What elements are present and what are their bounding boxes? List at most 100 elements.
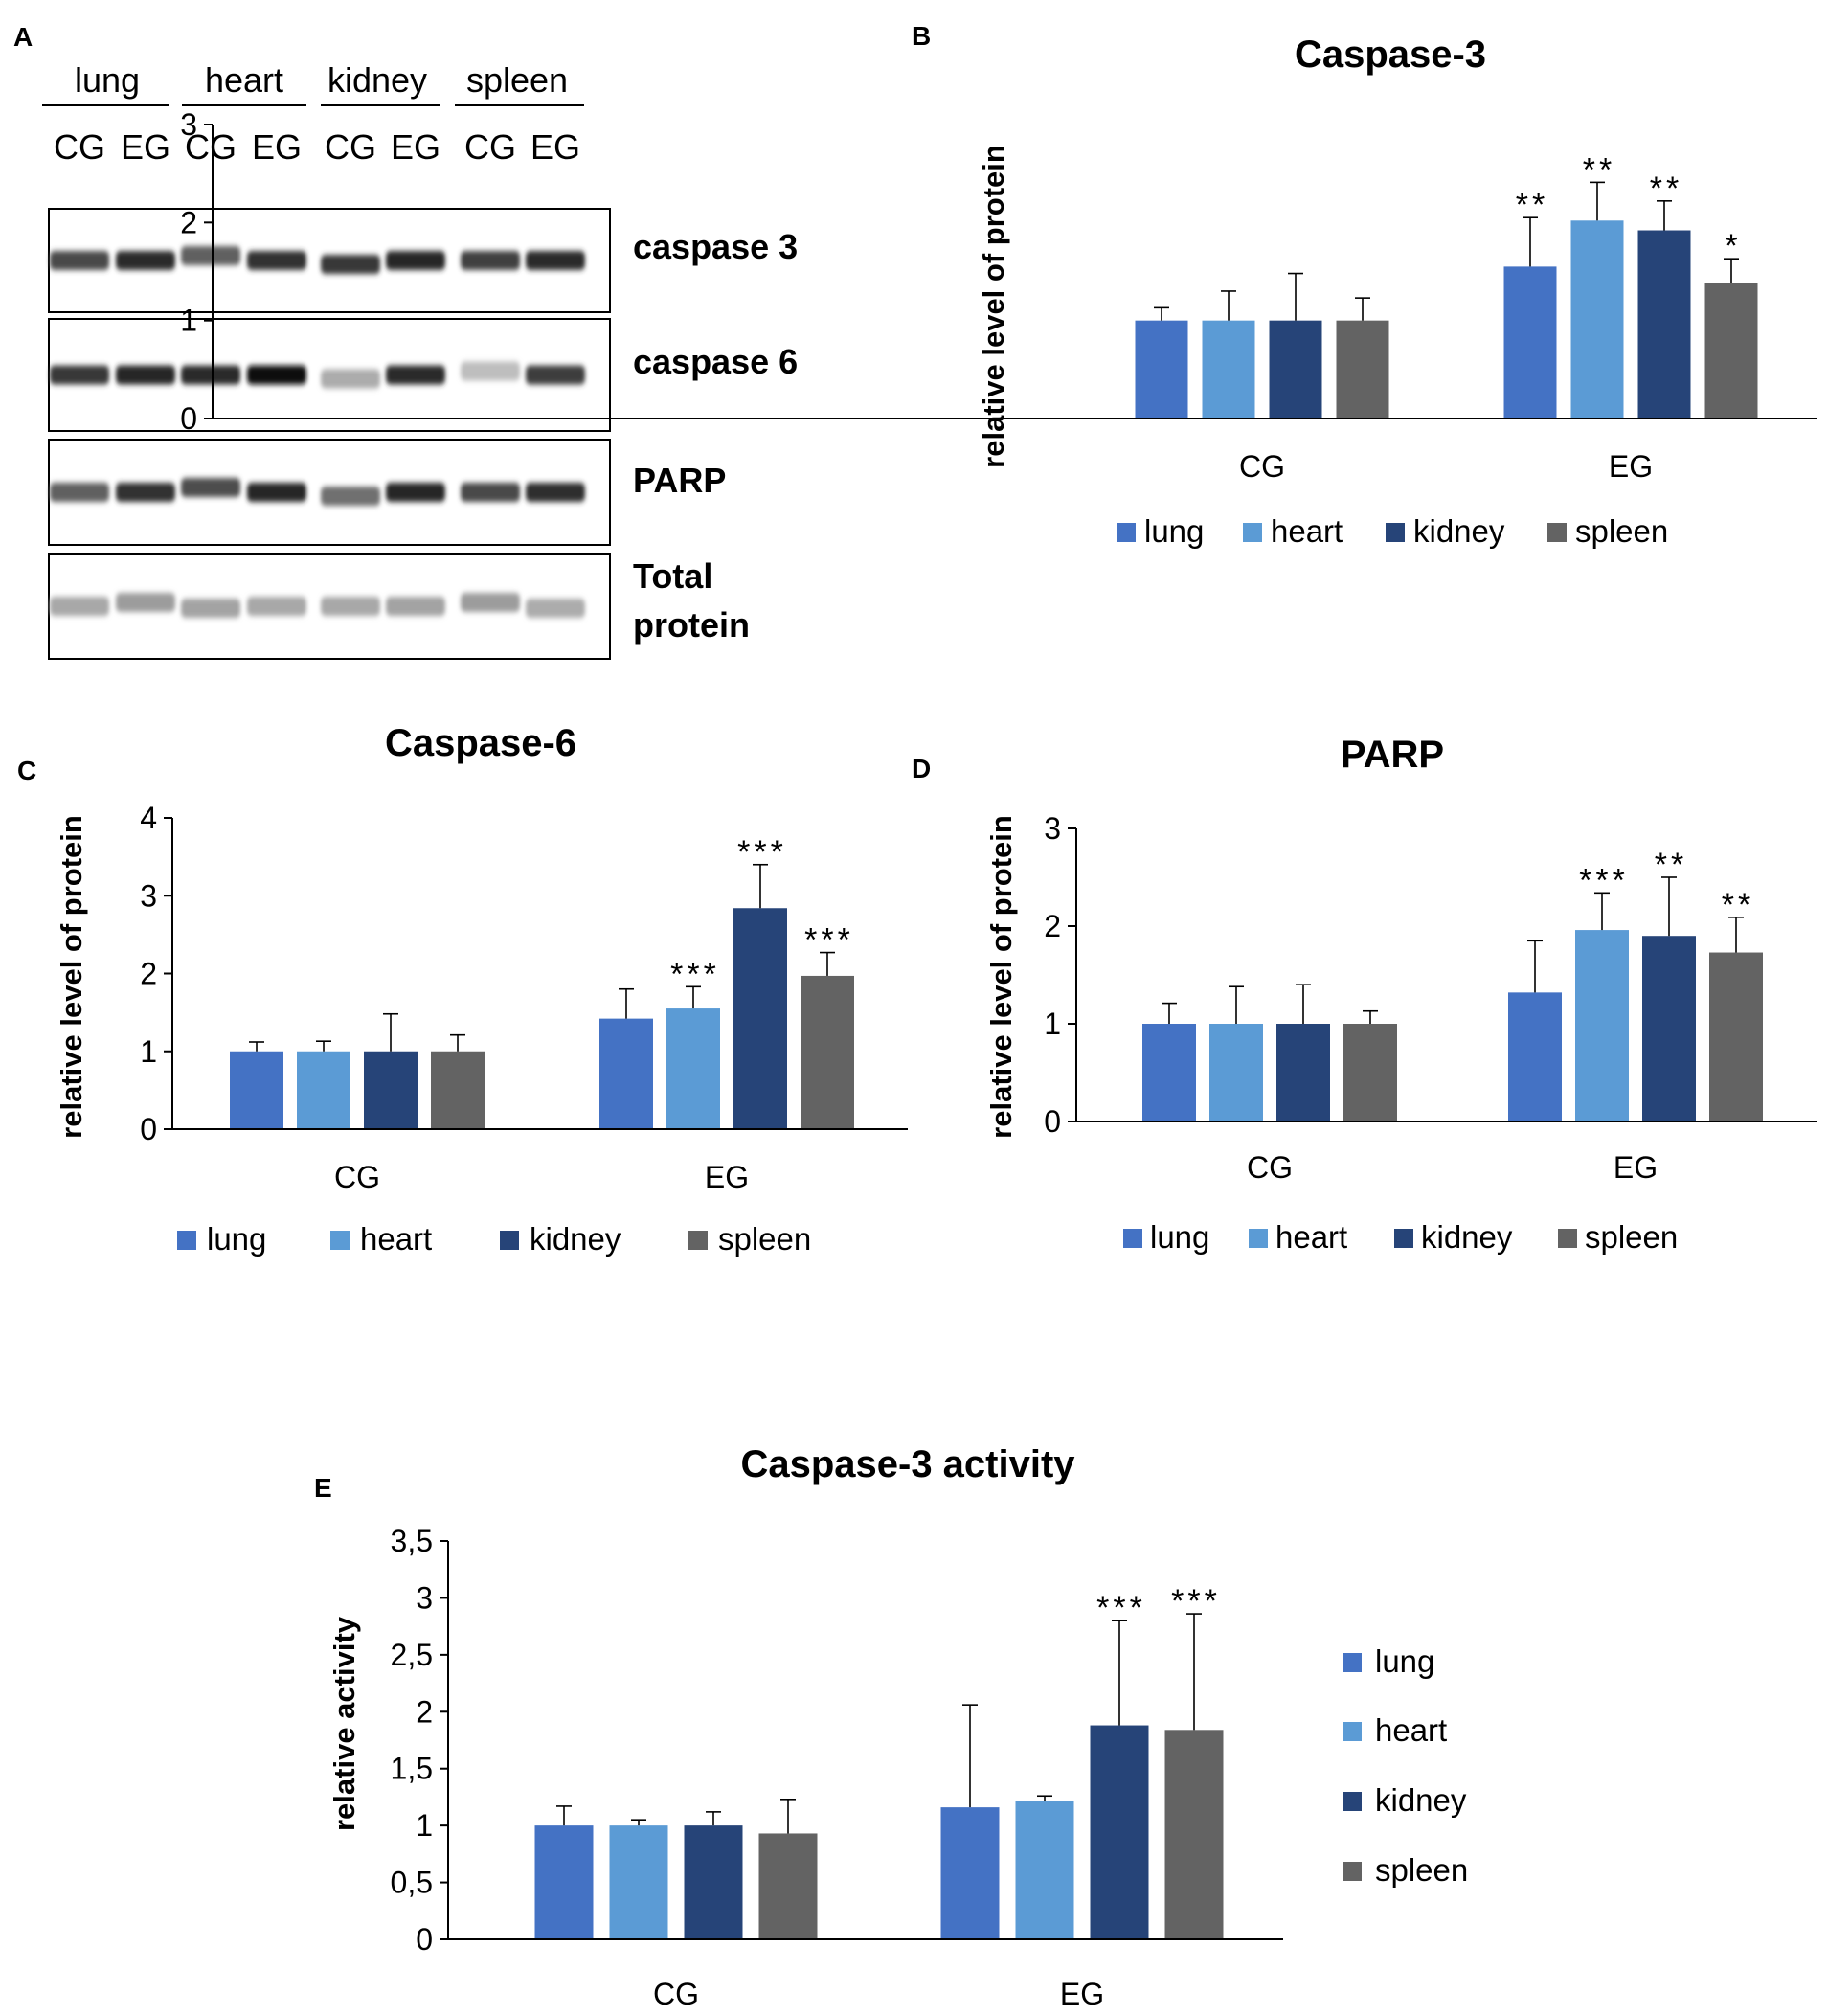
- y-tick-label: 1: [416, 1808, 433, 1843]
- y-tick-label: 1: [180, 304, 197, 338]
- legend-label-heart: heart: [360, 1221, 432, 1257]
- blot-tissue-label: heart: [205, 60, 283, 100]
- bar-heart-CG: [1202, 320, 1255, 419]
- blot-band: [461, 361, 520, 381]
- bar-kidney-EG: [1090, 1725, 1149, 1939]
- legend-swatch-lung: [1343, 1653, 1362, 1672]
- legend-swatch-spleen: [1547, 523, 1567, 542]
- blot-band: [526, 599, 585, 618]
- bar-lung-CG: [1135, 320, 1188, 419]
- legend-swatch-lung: [177, 1231, 196, 1250]
- blot-row-label: caspase 6: [633, 342, 798, 381]
- bar-lung-CG: [230, 1051, 283, 1129]
- legend-swatch-heart: [330, 1231, 350, 1250]
- blot-band: [181, 478, 240, 497]
- bar-spleen-CG: [431, 1051, 485, 1129]
- legend-label-lung: lung: [1144, 513, 1204, 549]
- panel-letter: E: [314, 1473, 332, 1503]
- legend-swatch-spleen: [1558, 1229, 1577, 1248]
- legend-label-spleen: spleen: [1585, 1219, 1678, 1255]
- y-tick-label: 3: [1044, 811, 1061, 846]
- blot-band: [116, 365, 175, 385]
- blot-group-label: EG: [252, 127, 302, 167]
- legend-label-spleen: spleen: [718, 1221, 811, 1257]
- blot-band: [50, 483, 109, 502]
- bar-kidney-CG: [1276, 1024, 1330, 1121]
- bar-kidney-CG: [684, 1825, 743, 1939]
- bar-heart-CG: [297, 1051, 350, 1129]
- y-axis-label: relative activity: [327, 1616, 361, 1831]
- y-tick-label: 3,5: [391, 1524, 433, 1558]
- blot-band: [181, 246, 240, 265]
- significance-label: **: [1655, 847, 1687, 883]
- x-category-label: EG: [705, 1160, 749, 1194]
- blot-row-label-line: Total: [633, 556, 712, 596]
- chart-title: Caspase-6: [385, 722, 576, 764]
- blot-group-label: CG: [185, 127, 237, 167]
- blot-tissue-label: spleen: [466, 60, 568, 100]
- significance-label: ***: [670, 956, 720, 992]
- y-tick-label: 0: [416, 1922, 433, 1957]
- legend-swatch-heart: [1343, 1722, 1362, 1741]
- legend-swatch-lung: [1117, 523, 1136, 542]
- bar-spleen-EG: [1709, 952, 1763, 1121]
- x-category-label: EG: [1609, 449, 1653, 484]
- bar-heart-EG: [1570, 220, 1624, 419]
- blot-row-label-line: caspase 6: [633, 342, 798, 381]
- x-category-label: CG: [653, 1977, 699, 2011]
- blot-band: [116, 593, 175, 612]
- caspase3-activity-chart: E Caspase-3 activity relative activity 0 0,5…: [314, 1443, 1468, 2011]
- legend-swatch-kidney: [500, 1231, 519, 1250]
- bar-kidney-CG: [1269, 320, 1322, 419]
- blot-band: [526, 365, 585, 385]
- legend-label-kidney: kidney: [1375, 1782, 1467, 1818]
- blot-band: [247, 483, 306, 502]
- blot-band: [386, 597, 445, 616]
- blot-group-label: CG: [54, 127, 105, 167]
- legend-label-lung: lung: [207, 1221, 266, 1257]
- y-tick-label: 2: [1044, 909, 1061, 943]
- significance-label: **: [1722, 887, 1754, 923]
- legend-swatch-lung: [1123, 1229, 1142, 1248]
- y-axis-label: relative level of protein: [984, 815, 1018, 1139]
- y-tick-label: 1: [140, 1034, 157, 1069]
- y-tick-label: 1: [1044, 1007, 1061, 1041]
- bar-lung-CG: [1142, 1024, 1196, 1121]
- blot-group-label: EG: [391, 127, 440, 167]
- blot-band: [321, 597, 380, 616]
- blot-band: [386, 251, 445, 270]
- caspase6-chart: C Caspase-6 relative level of protein 0 1 2 3 4…: [17, 722, 908, 1257]
- chart-title: Caspase-3: [1295, 34, 1486, 76]
- y-tick-label: 2,5: [391, 1638, 433, 1672]
- blot-group-label: CG: [464, 127, 516, 167]
- significance-label: **: [1650, 170, 1682, 207]
- significance-label: *: [1725, 228, 1741, 264]
- caspase3-chart: B Caspase-3 relative level of protein 0 1 2 3 *…: [180, 21, 1817, 549]
- blot-band: [50, 597, 109, 616]
- legend-swatch-kidney: [1386, 523, 1405, 542]
- blot-band: [247, 365, 306, 385]
- legend-label-heart: heart: [1271, 513, 1343, 549]
- legend-swatch-spleen: [688, 1231, 708, 1250]
- y-tick-label: 1,5: [391, 1752, 433, 1786]
- legend-swatch-kidney: [1343, 1792, 1362, 1811]
- bar-lung-EG: [599, 1018, 653, 1129]
- legend-label-spleen: spleen: [1375, 1852, 1468, 1888]
- blot-band: [321, 369, 380, 389]
- legend-swatch-heart: [1249, 1229, 1268, 1248]
- bar-lung-CG: [534, 1825, 594, 1939]
- blot-band: [181, 365, 240, 385]
- y-tick-label: 2: [416, 1694, 433, 1729]
- bar-spleen-CG: [758, 1833, 818, 1939]
- legend-label-heart: heart: [1275, 1219, 1347, 1255]
- blot-band: [526, 251, 585, 270]
- y-tick-label: 0: [180, 401, 197, 436]
- significance-label: ***: [1171, 1583, 1221, 1620]
- bar-heart-CG: [1209, 1024, 1263, 1121]
- blot-band: [461, 251, 520, 270]
- blot-row-label: PARP: [633, 461, 726, 500]
- legend-label-lung: lung: [1375, 1643, 1434, 1679]
